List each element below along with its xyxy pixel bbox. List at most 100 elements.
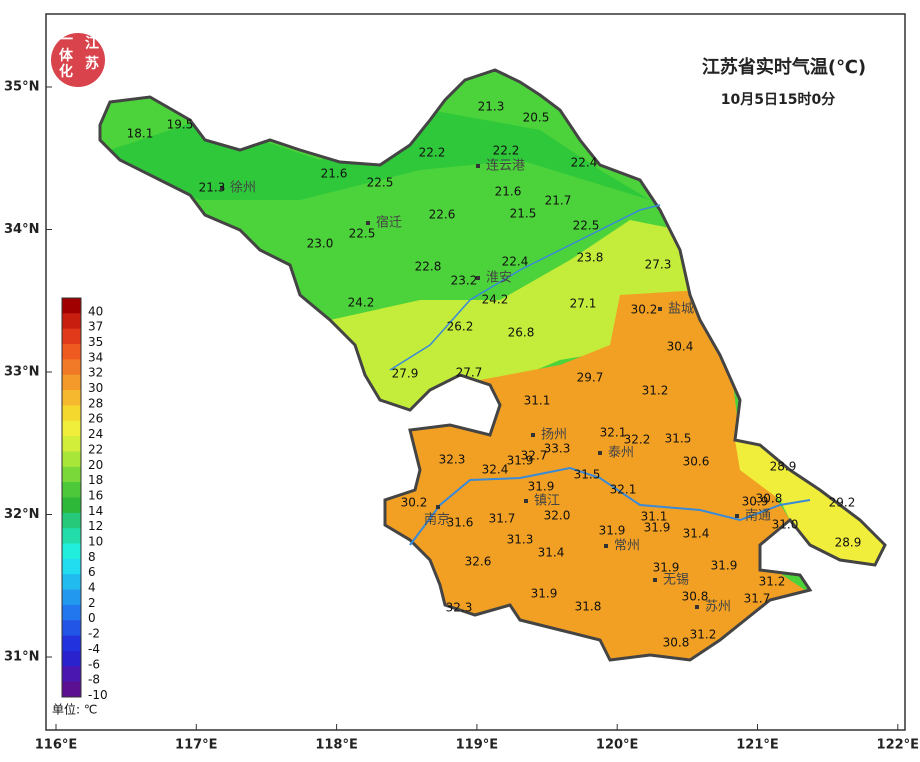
map-title: 江苏省实时气温(℃) [702,56,866,78]
temperature-reading: 22.5 [573,219,600,233]
legend-swatch [62,328,81,345]
logo [51,33,105,87]
temperature-reading: 31.9 [599,524,626,538]
legend-swatch [62,466,81,483]
legend-unit: 单位: ℃ [52,702,97,717]
legend-label: 30 [88,381,103,395]
temperature-reading: 31.4 [538,546,565,560]
legend-swatch [62,574,81,591]
legend-label: -2 [88,627,100,641]
temperature-reading: 31.0 [772,518,799,532]
temperature-reading: 31.2 [759,575,786,589]
temperature-reading: 24.2 [482,293,509,307]
legend-swatch [62,374,81,391]
zone-yellow-green [330,220,720,420]
temperature-reading: 21.6 [321,167,348,181]
temperature-reading: 32.4 [482,463,509,477]
legend-swatch [62,666,81,683]
temperature-reading: 22.2 [493,144,520,158]
city-marker [476,276,480,280]
city-name: 泰州 [608,446,634,461]
temperature-reading: 20.5 [523,111,550,125]
temperature-reading: 27.3 [645,258,672,272]
city-marker [531,433,535,437]
city-name: 镇江 [534,494,560,509]
legend-label: 20 [88,458,103,472]
city-name: 淮安 [486,271,512,286]
city-name: 无锡 [663,573,689,588]
logo-char: 体 [59,47,74,64]
legend-label: 22 [88,442,103,456]
temperature-reading: 21.5 [510,207,537,221]
legend-swatch [62,313,81,330]
city-marker [604,544,608,548]
legend-label: 10 [88,535,103,549]
city-name: 扬州 [541,428,567,443]
city-name: 徐州 [230,181,256,196]
temperature-reading: 21.3 [199,181,226,195]
city-name: 南京 [424,512,450,528]
legend-label: 26 [88,412,103,426]
logo-char: 一 [59,32,73,48]
temperature-reading: 27.9 [392,367,419,381]
temperature-reading: 31.1 [524,394,551,408]
temperature-reading: 30.2 [631,303,658,317]
legend-swatch [62,451,81,468]
lat-tick-label: 35°N [4,80,39,95]
temperature-reading: 24.2 [348,296,375,310]
legend-label: -10 [88,688,108,702]
legend-label: 28 [88,396,103,410]
temperature-reading: 31.2 [690,628,717,642]
temperature-reading: 31.3 [507,533,534,547]
lon-tick-label: 119°E [456,738,499,753]
legend-swatch [62,681,81,698]
city-marker [436,505,440,509]
city-marker [524,499,528,503]
legend-label: 12 [88,519,103,533]
temperature-reading: 23.0 [307,237,334,251]
legend-label: 16 [88,488,103,502]
temperature-reading: 22.2 [419,146,446,160]
legend-swatch [62,344,81,360]
legend-frame [61,297,82,698]
temperature-reading: 22.5 [349,227,376,241]
temperature-reading: 31.9 [653,561,680,575]
legend-label: 24 [88,427,103,441]
yangtze-river [409,466,811,546]
temperature-reading: 32.3 [446,601,473,615]
temperature-reading: 26.2 [447,320,474,334]
legend-swatch [62,543,81,560]
legend-label: 14 [88,504,103,518]
legend-swatch [62,436,81,452]
lon-tick-label: 120°E [596,738,639,753]
temperature-reading: 26.8 [508,326,535,340]
temperature-reading: 22.8 [415,260,442,274]
legend-label: -8 [88,673,100,687]
lat-tick-label: 32°N [4,507,39,522]
temperature-reading: 23.2 [451,274,478,288]
city-marker [695,605,699,609]
temperature-reading: 28.9 [770,460,797,474]
legend-label: -6 [88,657,100,671]
logo-char: 苏 [85,55,99,72]
legend-swatch [62,589,81,606]
legend-swatch [62,390,81,406]
temperature-reading: 31.7 [744,592,771,606]
city-marker [366,221,370,225]
temperature-reading: 31.9 [528,480,555,494]
lat-tick-label: 34°N [4,222,39,237]
temperature-reading: 29.2 [829,496,856,510]
city-name: 常州 [614,539,640,554]
temperature-reading: 32.7 [521,449,548,463]
temperature-reading: 31.2 [642,384,669,398]
legend-swatch [62,298,81,314]
lon-tick-label: 116°E [35,738,78,753]
city-marker [653,578,657,582]
legend-label: 18 [88,473,103,487]
legend-swatch [62,512,81,529]
temperature-reading: 33.3 [544,442,571,456]
legend-label: 6 [88,565,96,579]
city-marker [598,451,602,455]
legend-swatch [62,558,81,575]
legend-label: 37 [88,320,103,334]
